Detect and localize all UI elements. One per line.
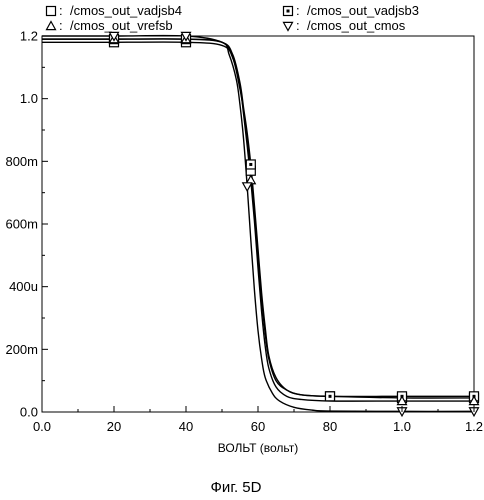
legend: : /cmos_out_vadjsb4: /cmos_out_vadjsb3: /cm…	[47, 3, 420, 33]
legend-label: /cmos_out_vadjsb4	[70, 3, 182, 18]
legend-label: /cmos_out_cmos	[307, 18, 406, 33]
x-tick-label: 80	[323, 419, 337, 434]
series-line	[42, 39, 474, 397]
y-tick-label: 0.0	[20, 405, 38, 420]
x-axis: 0.0 20 40 60 80 1.0 1.2	[33, 406, 483, 434]
x-tick-label: 0.0	[33, 419, 51, 434]
legend-marker-icon	[284, 22, 293, 30]
y-tick-label: 400u	[9, 279, 38, 294]
legend-item: : /cmos_out_vadjsb3	[284, 3, 420, 18]
legend-item: : /cmos_out_vrefsb	[47, 18, 173, 33]
y-tick-label: 800m	[5, 154, 38, 169]
legend-label: /cmos_out_vrefsb	[70, 18, 173, 33]
legend-separator: :	[296, 18, 300, 33]
x-tick-label: 1.2	[465, 419, 483, 434]
legend-marker-icon	[47, 22, 56, 30]
legend-separator: :	[59, 3, 63, 18]
series-marker	[326, 392, 335, 401]
series-line	[42, 42, 474, 398]
markers-layer	[110, 32, 479, 415]
series-line	[42, 39, 474, 401]
series-marker	[246, 160, 255, 169]
series-layer	[42, 36, 474, 412]
legend-marker-icon	[284, 7, 293, 16]
y-tick-label: 200m	[5, 342, 38, 357]
legend-separator: :	[59, 18, 63, 33]
legend-item: : /cmos_out_vadjsb4	[47, 3, 183, 18]
legend-label: /cmos_out_vadjsb3	[307, 3, 419, 18]
x-tick-label: 40	[179, 419, 193, 434]
x-tick-label: 60	[251, 419, 265, 434]
y-tick-label: 1.2	[20, 29, 38, 44]
legend-marker-icon	[47, 7, 56, 16]
x-tick-label: 1.0	[393, 419, 411, 434]
legend-item: : /cmos_out_cmos	[284, 18, 406, 33]
series-line	[42, 36, 474, 412]
x-axis-title: ВОЛЬТ (вольт)	[218, 441, 298, 455]
y-tick-label: 1.0	[20, 91, 38, 106]
plot-area-frame	[42, 36, 474, 412]
figure-caption: Фиг. 5D	[211, 479, 262, 496]
legend-separator: :	[296, 3, 300, 18]
x-tick-label: 20	[107, 419, 121, 434]
y-tick-label: 600m	[5, 217, 38, 232]
series-marker	[243, 183, 252, 191]
